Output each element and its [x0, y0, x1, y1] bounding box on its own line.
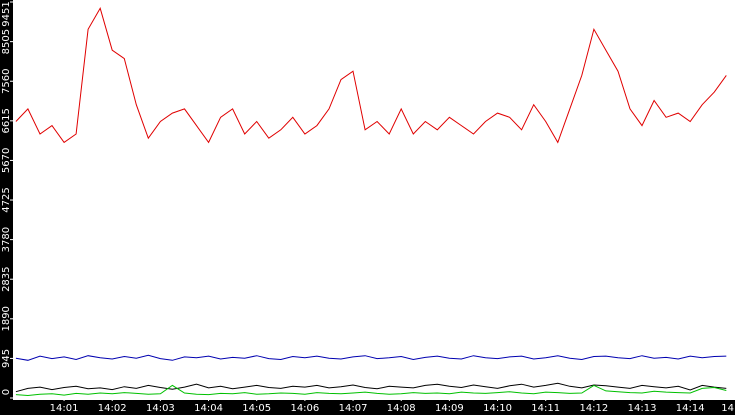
- y-axis-bar: [0, 0, 13, 415]
- y-tick-label: 3780: [1, 227, 12, 252]
- y-tick-label: 5670: [1, 148, 12, 173]
- x-tick-label: 14:02: [98, 403, 127, 414]
- y-tick-label: 4725: [1, 187, 12, 212]
- x-tick-label: 14:06: [290, 403, 319, 414]
- x-tick-label: 14: [721, 403, 734, 414]
- x-axis-bar: [0, 400, 735, 415]
- y-tick-label: 1890: [1, 306, 12, 331]
- x-tick-label: 14:10: [483, 403, 512, 414]
- y-tick-label: 6615: [1, 108, 12, 133]
- x-tick-label: 14:07: [339, 403, 368, 414]
- x-tick-label: 14:03: [146, 403, 175, 414]
- x-tick-label: 14:13: [628, 403, 657, 414]
- y-tick-label: 0: [1, 389, 12, 395]
- series-line: [15, 7, 727, 144]
- series-line: [15, 384, 727, 397]
- series-line: [15, 354, 727, 361]
- x-tick-label: 14:12: [579, 403, 608, 414]
- y-tick-label: 9451: [1, 1, 12, 26]
- y-tick-label: 7560: [1, 69, 12, 94]
- x-tick-label: 14:11: [531, 403, 560, 414]
- x-tick-label: 14:01: [50, 403, 79, 414]
- y-tick-label: 945: [1, 349, 12, 368]
- x-tick-label: 14:14: [676, 403, 705, 414]
- y-tick-label: 8505: [1, 29, 12, 54]
- series-line: [15, 382, 727, 393]
- x-tick-label: 14:04: [194, 403, 223, 414]
- x-tick-label: 14:09: [435, 403, 464, 414]
- y-tick-label: 2835: [1, 266, 12, 291]
- x-tick-label: 14:05: [242, 403, 271, 414]
- x-tick-label: 14:08: [387, 403, 416, 414]
